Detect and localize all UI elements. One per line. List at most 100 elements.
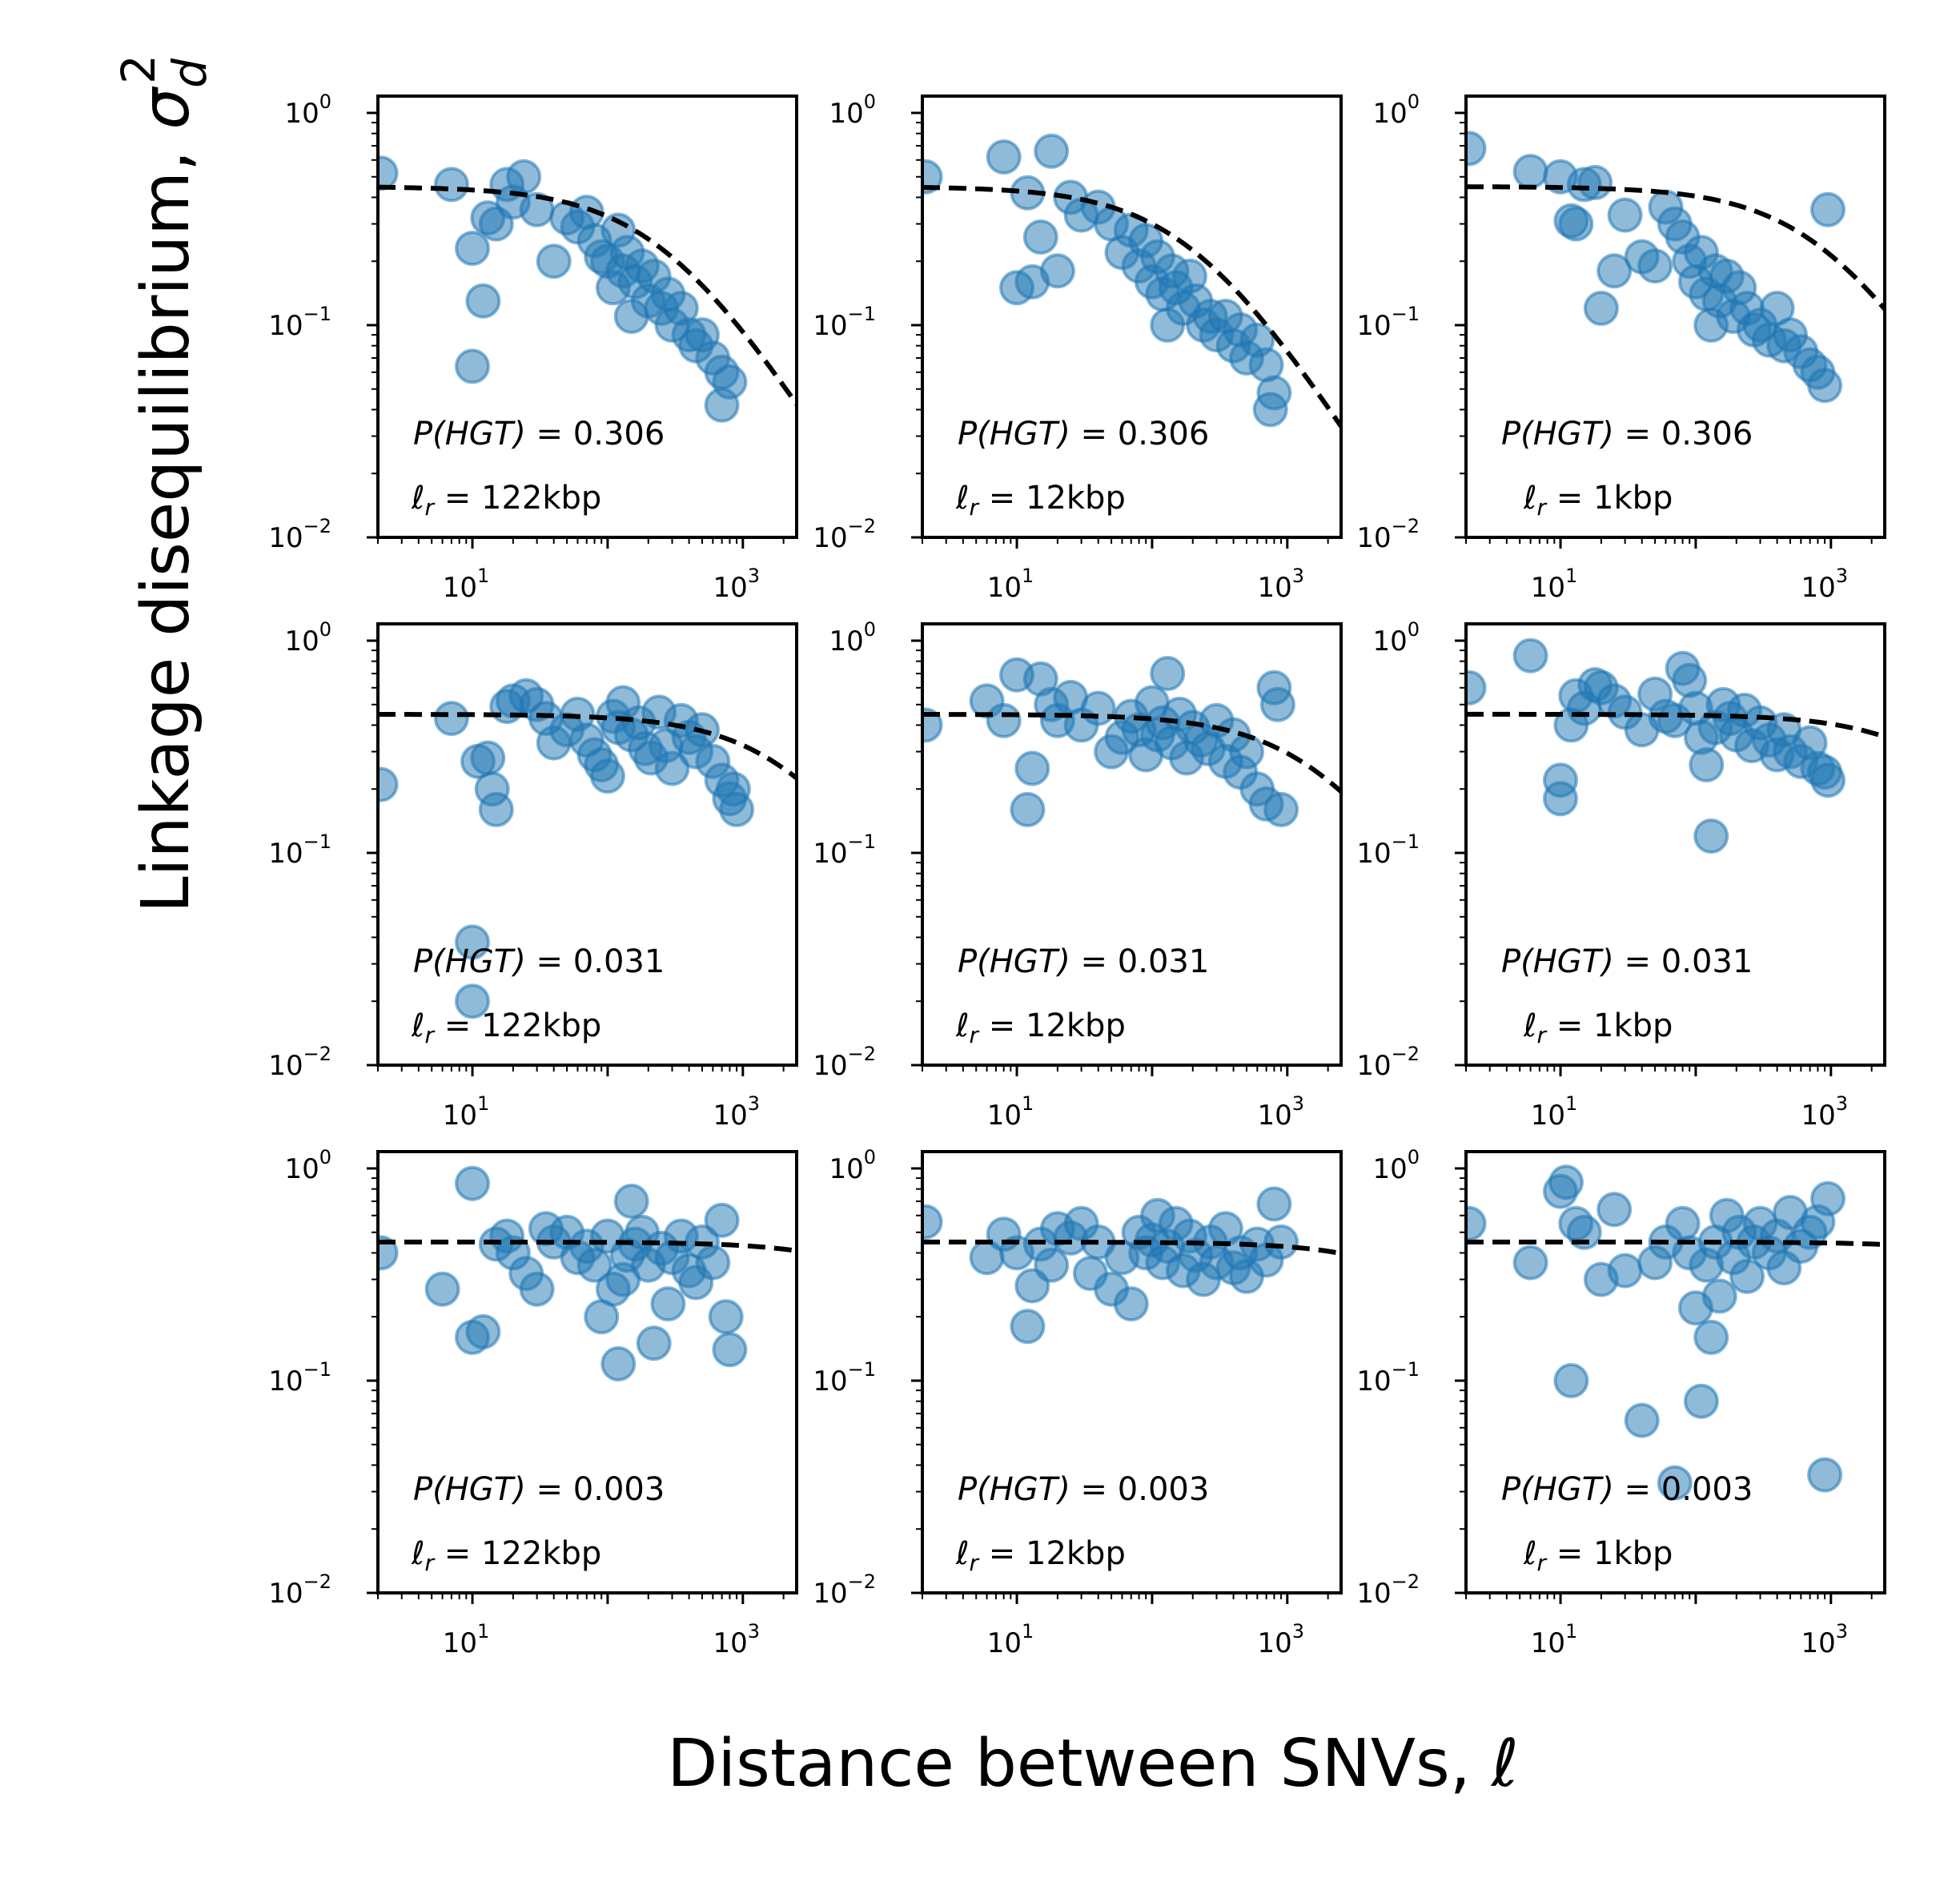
- x-ticks: [922, 1065, 1329, 1076]
- scatter-point: [1583, 291, 1619, 326]
- scatter-point: [1807, 1457, 1843, 1493]
- scatter-point: [695, 1245, 731, 1281]
- annotation-l-rhs: = 122kbp: [434, 1535, 601, 1572]
- annotation-p-lhs: P(HGT): [1501, 1471, 1614, 1508]
- annotation-l-rhs: = 1kbp: [1546, 1007, 1673, 1044]
- y-tick-exponent: 0: [864, 618, 876, 641]
- y-ticks: [911, 1167, 922, 1594]
- y-tick-base: 10: [813, 310, 847, 342]
- fit-curve: [922, 712, 1341, 794]
- annotation-l-rhs: = 1kbp: [1546, 1535, 1673, 1572]
- y-tick-label: 10−2: [1356, 515, 1420, 554]
- scatter-point: [536, 243, 572, 279]
- x-tick-exponent: 1: [1022, 1092, 1034, 1115]
- y-tick-exponent: 0: [864, 1146, 876, 1168]
- scatter-points: [1466, 131, 1846, 404]
- y-tick-exponent: −1: [303, 1358, 331, 1381]
- axes-frame: [921, 94, 1343, 539]
- annotation-l-sub: r: [970, 1550, 980, 1576]
- annotation-l-r: ℓr = 1kbp: [1523, 1007, 1673, 1048]
- fit-curve: [922, 1239, 1341, 1257]
- annotation-l-symbol: ℓ: [1523, 1007, 1537, 1044]
- x-tick-label: 103: [1801, 1620, 1849, 1659]
- scatter-point: [1683, 1383, 1719, 1419]
- y-tick-label: 10−1: [813, 1358, 876, 1397]
- annotation-p-rhs: = 0.003: [526, 1471, 665, 1508]
- annotation-l-symbol: ℓ: [411, 1535, 425, 1572]
- scatter-point: [1553, 1363, 1589, 1398]
- scatter-point: [455, 983, 490, 1019]
- x-tick-label: 103: [1258, 565, 1305, 604]
- y-tick-base: 10: [829, 625, 863, 657]
- scatter-point: [478, 791, 514, 827]
- annotation-l-symbol: ℓ: [1523, 480, 1537, 517]
- annotation-l-r: ℓr = 122kbp: [411, 480, 601, 521]
- y-tick-exponent: −2: [1392, 1043, 1420, 1065]
- y-tick-base: 10: [284, 1153, 319, 1185]
- annotation-p-hgt: P(HGT) = 0.031: [958, 943, 1209, 980]
- y-tick-exponent: 0: [319, 1146, 331, 1168]
- annotation-l-sub: r: [425, 1022, 436, 1048]
- fit-curve: [1466, 184, 1885, 311]
- scatter-point: [465, 283, 501, 319]
- annotation-p-hgt: P(HGT) = 0.306: [1501, 416, 1753, 452]
- annotation-l-sub: r: [425, 1550, 436, 1576]
- annotation-l-rhs: = 12kbp: [978, 1007, 1126, 1044]
- y-tick-base: 10: [1356, 310, 1391, 342]
- scatter-point: [1624, 1402, 1660, 1438]
- x-tick-label: 101: [1531, 1620, 1578, 1659]
- scatter-point: [715, 771, 751, 807]
- y-tick-label: 100: [1372, 618, 1420, 657]
- y-tick-base: 10: [813, 1578, 847, 1610]
- y-tick-base: 10: [268, 1578, 303, 1610]
- annotation-l-symbol: ℓ: [411, 1007, 425, 1044]
- annotation-p-rhs: = 0.031: [1070, 943, 1209, 980]
- annotation-p-lhs: P(HGT): [1501, 943, 1614, 980]
- fit-curve: [378, 1239, 797, 1253]
- x-ticks: [1465, 1593, 1873, 1604]
- annotation-l-symbol: ℓ: [955, 1535, 970, 1572]
- scatter-point: [433, 167, 469, 203]
- x-ticks: [377, 1065, 785, 1076]
- annotation-l-sub: r: [1537, 1550, 1548, 1576]
- x-tick-base: 10: [443, 1627, 477, 1659]
- annotation-l-sub: r: [425, 494, 436, 521]
- annotation-l-symbol: ℓ: [411, 480, 425, 517]
- y-tick-exponent: 0: [319, 90, 331, 113]
- scatter-point: [1010, 1309, 1046, 1345]
- annotation-p-rhs: = 0.003: [1614, 1471, 1753, 1508]
- annotation-p-rhs: = 0.003: [1070, 1471, 1209, 1508]
- scatter-point: [424, 1271, 460, 1307]
- x-tick-label: 101: [443, 1620, 490, 1659]
- y-tick-base: 10: [268, 522, 303, 554]
- x-tick-label: 101: [987, 1620, 1034, 1659]
- annotation-l-rhs: = 122kbp: [434, 480, 601, 517]
- scatter-point: [613, 1184, 649, 1219]
- x-tick-base: 10: [1258, 1100, 1292, 1132]
- fit-curve: [378, 712, 797, 781]
- y-tick-exponent: −1: [848, 1358, 876, 1381]
- scatter-point: [1263, 791, 1299, 827]
- x-tick-base: 10: [987, 1100, 1022, 1132]
- annotation-p-lhs: P(HGT): [1501, 416, 1614, 452]
- y-tick-exponent: 0: [1408, 618, 1420, 641]
- scatter-point: [1665, 1205, 1701, 1241]
- y-ticks: [1455, 639, 1466, 1067]
- x-ticks: [1465, 1065, 1873, 1076]
- fit-curve: [1466, 1239, 1885, 1247]
- y-tick-base: 10: [813, 838, 847, 870]
- scatter-points: [378, 1165, 748, 1381]
- scatter-point: [1637, 248, 1673, 284]
- y-tick-exponent: −1: [1392, 830, 1420, 853]
- y-tick-base: 10: [813, 522, 847, 554]
- annotation-p-lhs: P(HGT): [958, 943, 1070, 980]
- y-tick-label: 10−1: [813, 830, 876, 870]
- scatter-point: [455, 348, 490, 384]
- annotation-p-rhs: = 0.306: [1614, 416, 1753, 452]
- annotation-l-sub: r: [1537, 494, 1548, 521]
- x-tick-base: 10: [443, 572, 477, 604]
- y-tick-label: 100: [284, 90, 331, 130]
